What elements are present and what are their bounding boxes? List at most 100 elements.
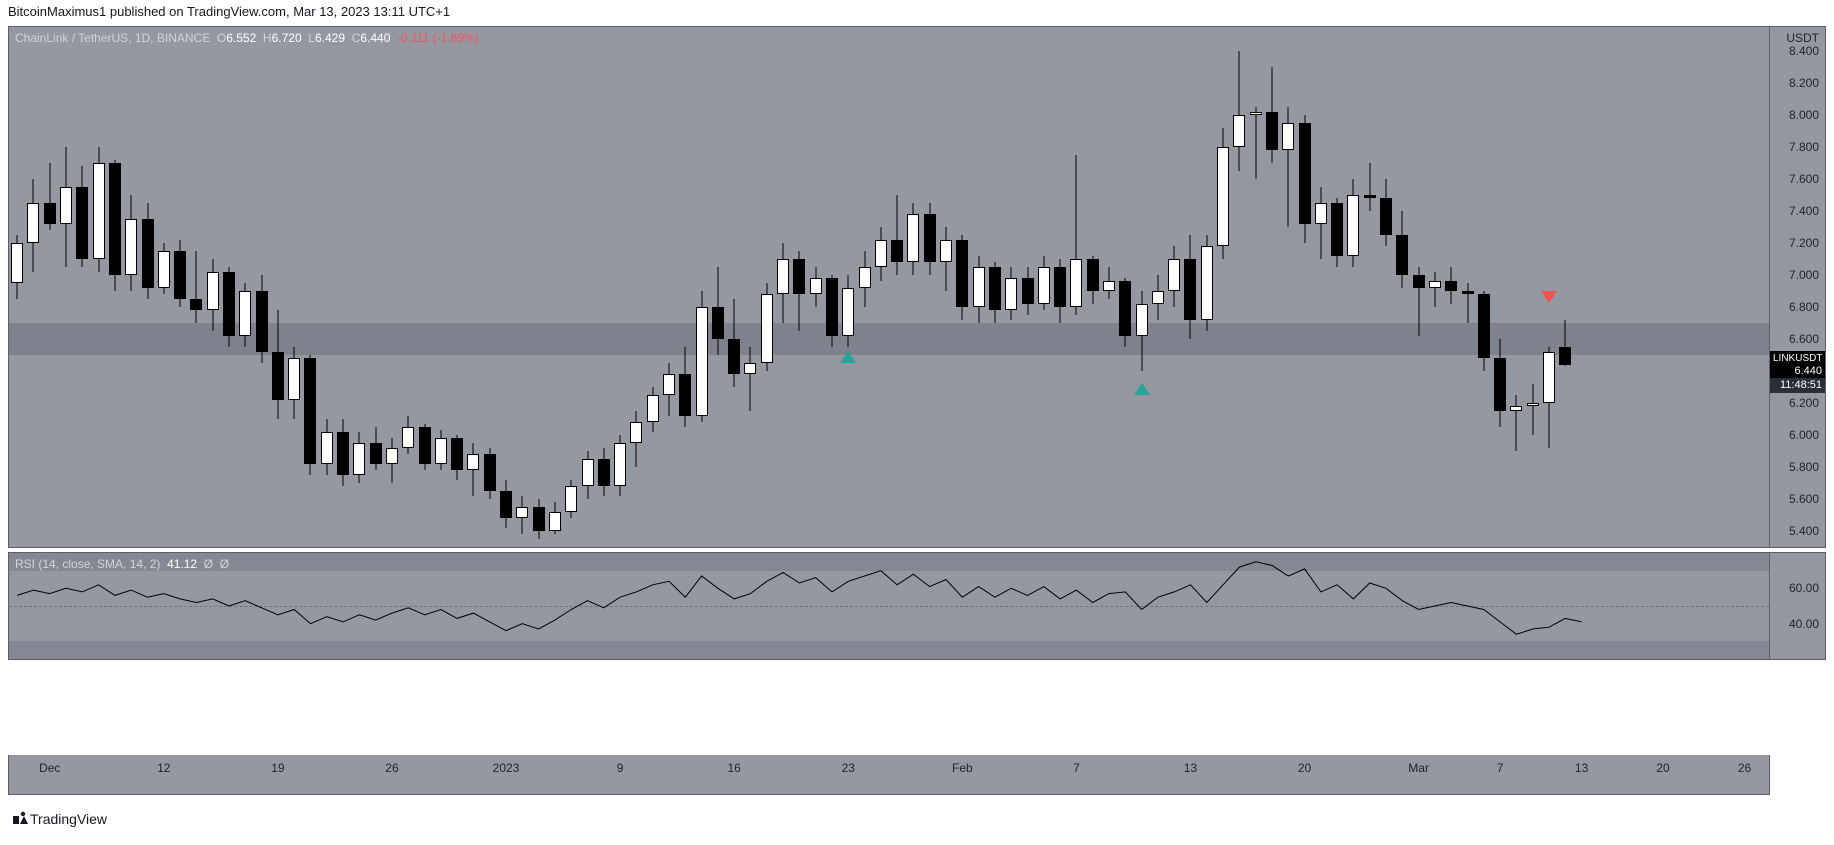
candle <box>484 27 496 547</box>
candle <box>93 27 105 547</box>
candle <box>614 27 626 547</box>
y-tick: 6.000 <box>1789 428 1819 442</box>
price-plot-area[interactable]: ChainLink / TetherUS, 1D, BINANCE O6.552… <box>8 26 1770 548</box>
candle <box>973 27 985 547</box>
candle <box>1445 27 1457 547</box>
price-legend: ChainLink / TetherUS, 1D, BINANCE O6.552… <box>15 31 479 45</box>
candle <box>956 27 968 547</box>
x-tick: 13 <box>1575 761 1588 775</box>
candle <box>1119 27 1131 547</box>
candle <box>1168 27 1180 547</box>
candle <box>1201 27 1213 547</box>
candle <box>810 27 822 547</box>
candle <box>1543 27 1555 547</box>
candle <box>402 27 414 547</box>
candle <box>565 27 577 547</box>
candle <box>1217 27 1229 547</box>
candle <box>875 27 887 547</box>
y-tick: 6.600 <box>1789 332 1819 346</box>
x-tick: 12 <box>157 761 170 775</box>
x-tick: Feb <box>952 761 973 775</box>
candle <box>272 27 284 547</box>
y-tick: 60.00 <box>1789 581 1819 595</box>
time-axis[interactable]: Dec121926202391623Feb71320Mar7132026 <box>8 755 1770 795</box>
price-y-axis[interactable]: USDT 8.4008.2008.0007.8007.6007.4007.200… <box>1770 26 1826 548</box>
y-tick: 6.800 <box>1789 300 1819 314</box>
y-tick: 8.400 <box>1789 44 1819 58</box>
candle <box>239 27 251 547</box>
x-tick: 26 <box>385 761 398 775</box>
candle <box>533 27 545 547</box>
candle <box>598 27 610 547</box>
y-tick: 7.400 <box>1789 204 1819 218</box>
rsi-y-axis[interactable]: 60.0040.00 <box>1770 552 1826 660</box>
candle <box>1282 27 1294 547</box>
candle <box>859 27 871 547</box>
x-tick: 20 <box>1656 761 1669 775</box>
price-y-unit: USDT <box>1786 31 1819 45</box>
x-tick: Dec <box>39 761 60 775</box>
candle <box>1331 27 1343 547</box>
up-arrow-marker <box>1134 383 1150 395</box>
candle <box>696 27 708 547</box>
candle <box>1184 27 1196 547</box>
candle <box>549 27 561 547</box>
candle <box>1559 27 1571 547</box>
candle <box>76 27 88 547</box>
candle <box>321 27 333 547</box>
candle <box>1527 27 1539 547</box>
candle <box>1510 27 1522 547</box>
candle <box>744 27 756 547</box>
x-tick: Mar <box>1408 761 1429 775</box>
candle <box>516 27 528 547</box>
candle <box>386 27 398 547</box>
y-tick: 8.200 <box>1789 76 1819 90</box>
x-tick: 19 <box>271 761 284 775</box>
candle <box>11 27 23 547</box>
x-tick: 23 <box>842 761 855 775</box>
candle <box>793 27 805 547</box>
ohlc-o-label: O <box>217 31 226 45</box>
rsi-name: RSI (14, close, SMA, 14, 2) <box>15 557 160 571</box>
last-price-tag: LINKUSDT6.44011:48:51 <box>1770 351 1825 393</box>
candle <box>190 27 202 547</box>
tradingview-logo: TradingView <box>12 810 107 827</box>
candle <box>1266 27 1278 547</box>
candle <box>1233 27 1245 547</box>
candle <box>1152 27 1164 547</box>
candle <box>256 27 268 547</box>
candle <box>1054 27 1066 547</box>
candle <box>435 27 447 547</box>
candle <box>907 27 919 547</box>
rsi-plot-area[interactable]: RSI (14, close, SMA, 14, 2) 41.12 Ø Ø <box>8 552 1770 660</box>
y-tick: 5.600 <box>1789 492 1819 506</box>
ohlc-l: 6.429 <box>315 31 345 45</box>
y-tick: 6.200 <box>1789 396 1819 410</box>
candle <box>582 27 594 547</box>
price-panel: ChainLink / TetherUS, 1D, BINANCE O6.552… <box>8 26 1826 548</box>
publish-info: BitcoinMaximus1 published on TradingView… <box>0 0 1834 23</box>
candle <box>1087 27 1099 547</box>
down-arrow-marker <box>1541 291 1557 303</box>
candle <box>989 27 1001 547</box>
y-tick: 7.800 <box>1789 140 1819 154</box>
candle <box>924 27 936 547</box>
candle <box>1462 27 1474 547</box>
candle <box>60 27 72 547</box>
candle <box>663 27 675 547</box>
candle <box>125 27 137 547</box>
x-tick: 9 <box>617 761 624 775</box>
y-tick: 5.800 <box>1789 460 1819 474</box>
candle <box>1478 27 1490 547</box>
rsi-phi2: Ø <box>220 557 229 571</box>
candle <box>1103 27 1115 547</box>
ohlc-h: 6.720 <box>272 31 302 45</box>
rsi-line <box>17 562 1582 635</box>
ohlc-change: -0.111 (-1.69%) <box>397 31 479 45</box>
candle <box>1429 27 1441 547</box>
candle <box>1022 27 1034 547</box>
candle <box>337 27 349 547</box>
candle <box>1136 27 1148 547</box>
candle <box>630 27 642 547</box>
candle <box>174 27 186 547</box>
